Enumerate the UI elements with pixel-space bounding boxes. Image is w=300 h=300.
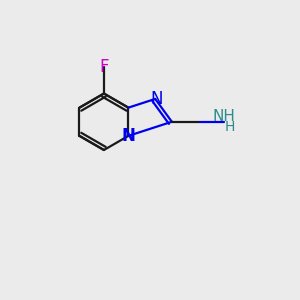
Text: N: N xyxy=(151,90,163,108)
Text: NH: NH xyxy=(213,109,236,124)
Text: N: N xyxy=(122,127,135,145)
Text: H: H xyxy=(224,120,235,134)
Text: F: F xyxy=(99,58,109,76)
